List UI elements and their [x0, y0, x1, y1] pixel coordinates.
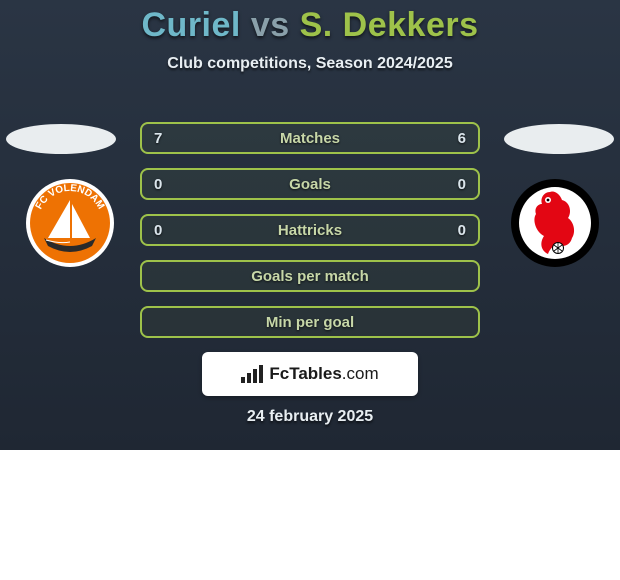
player1-shadow: [6, 124, 116, 154]
player2-shadow: [504, 124, 614, 154]
vs-label: vs: [251, 6, 290, 44]
brand-name: FcTables: [269, 364, 341, 383]
stat-row-min-per-goal: Min per goal: [140, 306, 480, 338]
stat-label: Goals per match: [251, 268, 369, 285]
date-label: 24 february 2025: [0, 408, 620, 426]
page-title: Curiel vs S. Dekkers: [0, 6, 620, 45]
stat-label: Matches: [280, 130, 340, 147]
stat-row-matches: 7 Matches 6: [140, 122, 480, 154]
brand-text: FcTables.com: [269, 364, 378, 384]
bar-chart-icon: [241, 365, 263, 383]
stat-right-value: 6: [458, 130, 466, 147]
player2-club-crest: [510, 178, 600, 268]
stat-right-value: 0: [458, 176, 466, 193]
stat-label: Hattricks: [278, 222, 342, 239]
player1-club-crest: FC VOLENDAM: [20, 178, 120, 268]
brand-domain: .com: [342, 364, 379, 383]
comparison-card: Curiel vs S. Dekkers Club competitions, …: [0, 0, 620, 450]
player1-name: Curiel: [142, 6, 241, 44]
helmond-crest-icon: [510, 178, 600, 268]
stat-left-value: 7: [154, 130, 162, 147]
stat-label: Min per goal: [266, 314, 354, 331]
stat-row-goals: 0 Goals 0: [140, 168, 480, 200]
stats-list: 7 Matches 6 0 Goals 0 0 Hattricks 0 Goal…: [140, 122, 480, 338]
stat-left-value: 0: [154, 176, 162, 193]
subtitle: Club competitions, Season 2024/2025: [0, 55, 620, 73]
volendam-crest-icon: FC VOLENDAM: [20, 178, 120, 268]
stat-label: Goals: [289, 176, 331, 193]
stat-left-value: 0: [154, 222, 162, 239]
stat-right-value: 0: [458, 222, 466, 239]
stat-row-hattricks: 0 Hattricks 0: [140, 214, 480, 246]
player2-name: S. Dekkers: [300, 6, 479, 44]
stat-row-goals-per-match: Goals per match: [140, 260, 480, 292]
fctables-brand-link[interactable]: FcTables.com: [202, 352, 418, 396]
